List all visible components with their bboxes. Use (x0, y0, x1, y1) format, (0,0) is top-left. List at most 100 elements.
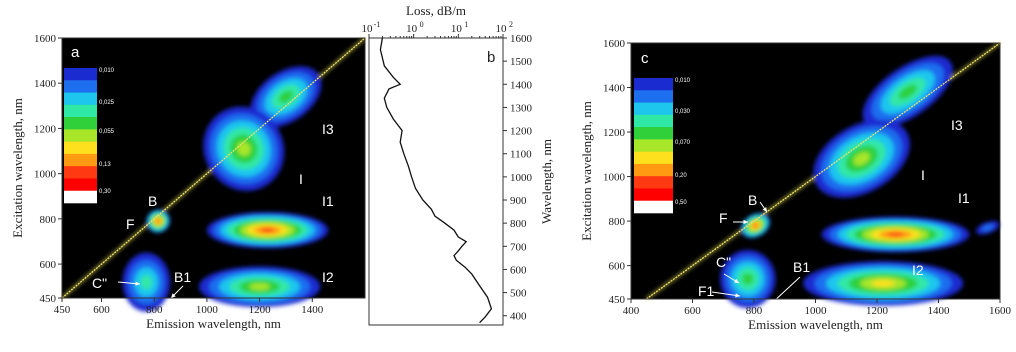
x-tick-exponent: -1 (374, 20, 381, 29)
x-tick-label: 10 (362, 23, 374, 35)
y-tick-label: 1600 (34, 33, 57, 45)
contour-layer (645, 42, 1001, 308)
legend-swatch (634, 151, 673, 165)
y-tick-label: 900 (510, 195, 527, 207)
legend-swatch (64, 92, 97, 106)
legend-swatch (634, 127, 673, 140)
legend-label: 0,055 (99, 129, 115, 135)
y-tick-label: 1000 (510, 172, 533, 184)
legend-swatch (64, 117, 97, 130)
legend-label: 0,30 (99, 189, 111, 195)
legend-label: 0,010 (675, 78, 691, 84)
y-axis-label: Excitation wavelength, nm (10, 98, 25, 238)
label-arrow-head (743, 219, 748, 225)
region-label: B (148, 193, 157, 209)
legend-label: 0,50 (675, 200, 687, 206)
region-label: I (921, 167, 925, 183)
panel-b: 10 -1 10 0 10 1 10 2400500600700800900100011001… (362, 3, 554, 326)
contour-band (249, 283, 270, 291)
x-tick-label: 600 (93, 304, 110, 316)
label-arrow-head (135, 281, 140, 286)
x-tick-exponent: 0 (420, 20, 424, 29)
region-label: C" (92, 275, 107, 291)
legend-swatch (634, 114, 673, 128)
contour-band (260, 228, 275, 233)
x-tick-label: 1400 (301, 304, 324, 316)
legend-swatch (64, 166, 97, 179)
region-label: B1 (174, 269, 191, 285)
x-axis-label: Loss, dB/m (406, 3, 466, 18)
x-axis-label: Emission wavelength, nm (146, 316, 281, 331)
x-tick-label: 600 (684, 305, 701, 317)
region-label: F (126, 216, 135, 232)
legend-swatch (634, 102, 673, 116)
legend-label: 0,030 (675, 109, 691, 115)
x-tick-label: 1000 (196, 304, 219, 316)
legend-swatch (64, 104, 97, 118)
label-arrow-head (734, 278, 739, 283)
x-tick-label: 1400 (928, 305, 951, 317)
legend-swatch (634, 90, 673, 103)
x-tick-label: 1600 (989, 305, 1012, 317)
legend-label: 0,010 (99, 68, 115, 74)
legend-swatch (634, 163, 673, 177)
x-tick-label: 800 (146, 304, 163, 316)
legend-swatch (634, 176, 673, 189)
x-tick-exponent: 1 (464, 20, 468, 29)
y-axis-label: Excitation wavelength, nm (579, 101, 594, 241)
y-tick-label: 500 (510, 288, 527, 300)
legend-swatch (634, 188, 673, 202)
y-tick-label: 450 (40, 293, 57, 305)
contour-layer (61, 37, 366, 312)
contour-band (853, 152, 870, 166)
y-tick-label: 1400 (510, 79, 533, 91)
region-label: B (748, 192, 757, 208)
region-label: I2 (322, 269, 334, 285)
x-tick-label: 1000 (805, 305, 828, 317)
diagonal-line (645, 42, 1001, 300)
x-tick-label: 450 (54, 304, 71, 316)
y-tick-label: 600 (40, 259, 57, 271)
legend-label: 0,025 (99, 100, 115, 106)
label-arrow-head (762, 207, 767, 212)
y-tick-label: 800 (609, 216, 626, 228)
contour-band (140, 274, 153, 290)
y-tick-label: 800 (510, 218, 527, 230)
label-arrow-head (735, 293, 740, 298)
contour-band (981, 224, 994, 232)
legend-label: 0,20 (675, 173, 687, 179)
label-arrow-head (171, 293, 176, 298)
contour-band (278, 90, 294, 103)
x-tick-label: 10 (406, 23, 418, 35)
region-label: I1 (958, 190, 970, 206)
y-tick-label: 1000 (34, 169, 57, 181)
contour-band (742, 273, 754, 285)
x-tick-label: 10 (451, 23, 463, 35)
y-axis-label: Wavelength, nm (539, 139, 554, 224)
y-tick-label: 1200 (510, 126, 533, 138)
color-legend: 0,010 0,030 0,070 0,20 0,50 (634, 78, 691, 214)
y-tick-label: 1000 (603, 172, 626, 184)
region-label: I3 (322, 121, 334, 137)
y-tick-label: 700 (510, 241, 527, 253)
y-tick-label: 1600 (510, 33, 533, 45)
panel-letter: b (487, 49, 495, 66)
panel-letter: c (641, 50, 649, 67)
legend-swatch (64, 190, 97, 204)
contour-band (156, 219, 160, 223)
label-arrow (711, 291, 741, 297)
legend-swatch (64, 178, 97, 192)
label-arrow-head (772, 298, 777, 303)
contour-band (753, 223, 758, 228)
x-tick-label: 1200 (866, 305, 889, 317)
panel-letter: a (71, 44, 80, 61)
plot-frame (368, 37, 504, 326)
x-tick-label: 400 (623, 305, 640, 317)
region-label: B1 (793, 259, 810, 275)
color-legend: 0,010 0,025 0,055 0,13 0,30 (64, 68, 115, 204)
region-label: C" (716, 254, 731, 270)
y-tick-label: 600 (510, 264, 527, 276)
y-tick-label: 1300 (510, 102, 533, 114)
x-axis-label: Emission wavelength, nm (748, 317, 883, 332)
